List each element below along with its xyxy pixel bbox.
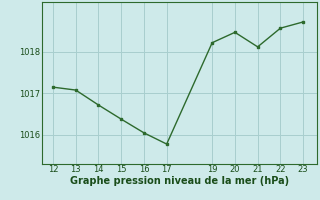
X-axis label: Graphe pression niveau de la mer (hPa): Graphe pression niveau de la mer (hPa) (70, 176, 289, 186)
